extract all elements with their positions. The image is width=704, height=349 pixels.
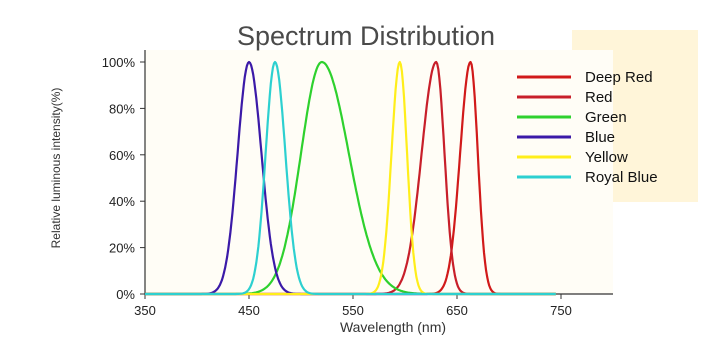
y-tick-label: 100% bbox=[102, 55, 136, 70]
x-axis-ticks: 350 450 550 650 750 bbox=[134, 294, 572, 318]
series-line-royal-blue bbox=[144, 60, 556, 296]
legend-label: Green bbox=[585, 109, 627, 126]
y-tick-label: 20% bbox=[109, 241, 135, 256]
y-axis-ticks: 0% 20% 40% 60% 80% 100% bbox=[102, 55, 145, 302]
x-tick-label: 350 bbox=[134, 303, 156, 318]
chart-title: Spectrum Distribution bbox=[237, 21, 495, 51]
x-tick-label: 450 bbox=[238, 303, 260, 318]
x-tick-label: 650 bbox=[446, 303, 468, 318]
x-tick-label: 750 bbox=[550, 303, 572, 318]
legend-label: Yellow bbox=[585, 149, 628, 166]
y-axis-label: Relative luminous intensity(%) bbox=[49, 88, 63, 249]
legend: Deep Red Red Green Blue Yellow Royal Blue bbox=[517, 69, 658, 186]
plot-area-background bbox=[145, 50, 613, 294]
y-tick-label: 40% bbox=[109, 194, 135, 209]
legend-label: Red bbox=[585, 89, 613, 106]
x-tick-label: 550 bbox=[342, 303, 364, 318]
legend-label: Deep Red bbox=[585, 69, 653, 86]
y-tick-label: 60% bbox=[109, 148, 135, 163]
series-lines bbox=[144, 60, 556, 296]
legend-label: Blue bbox=[585, 129, 615, 146]
y-tick-label: 80% bbox=[109, 101, 135, 116]
y-tick-label: 0% bbox=[116, 287, 135, 302]
legend-label: Royal Blue bbox=[585, 169, 658, 186]
x-axis-label: Wavelength (nm) bbox=[340, 319, 446, 335]
